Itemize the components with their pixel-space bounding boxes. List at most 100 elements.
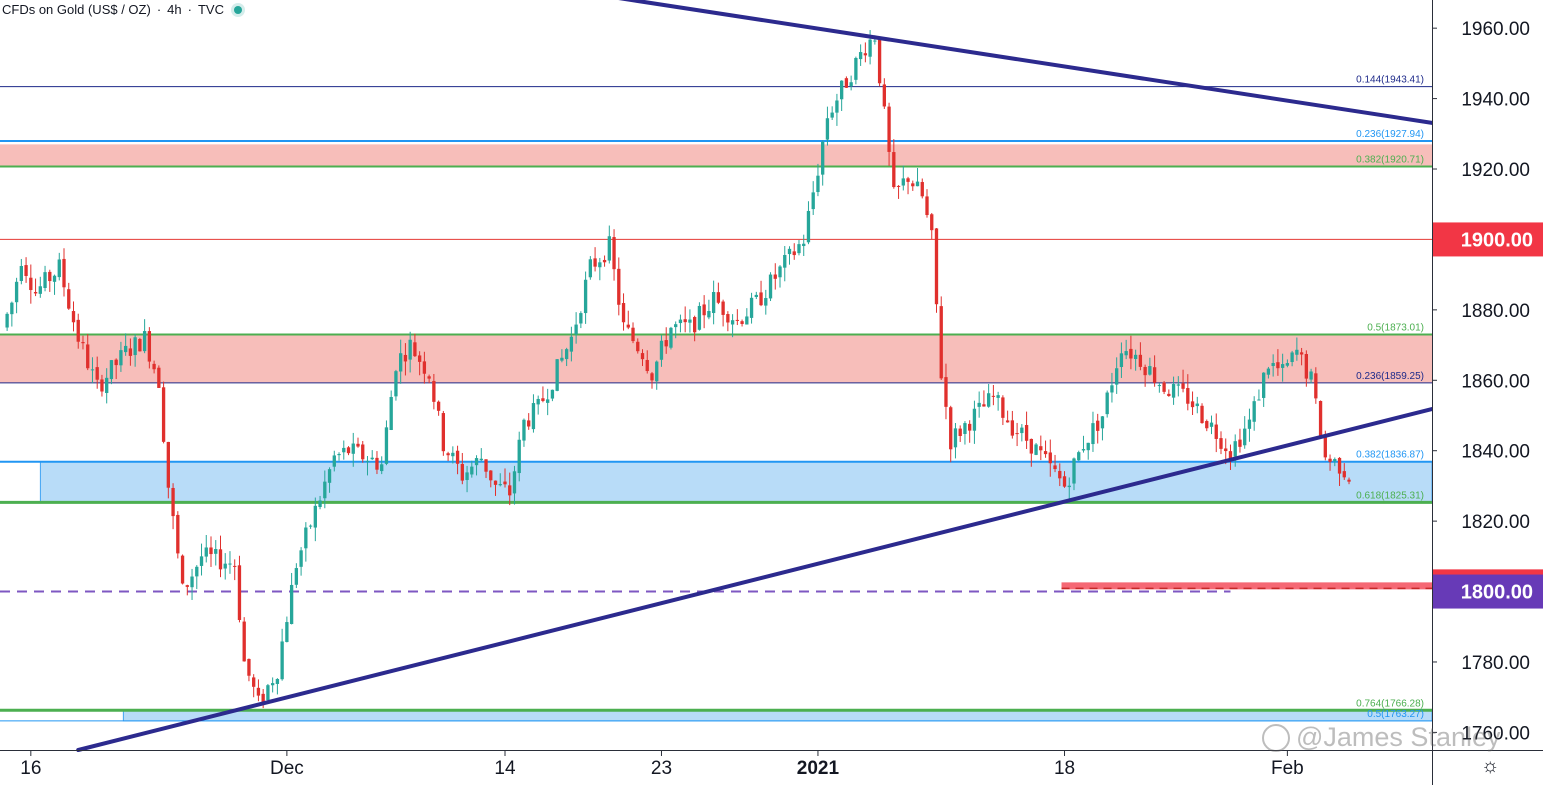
candle — [446, 451, 450, 462]
candle — [949, 405, 953, 463]
candle — [821, 140, 825, 186]
candle — [455, 445, 460, 475]
candle — [214, 540, 218, 566]
candle — [337, 452, 341, 461]
market-status-icon — [233, 5, 242, 14]
candle — [242, 617, 246, 662]
candle — [640, 349, 645, 367]
candle — [10, 301, 14, 327]
candle — [29, 264, 33, 304]
candle — [252, 674, 256, 698]
candle — [631, 322, 635, 344]
candle — [972, 400, 977, 444]
fib-level-label: 0.236(1859.25) — [1356, 371, 1424, 382]
candle — [394, 369, 398, 401]
candle — [413, 333, 417, 358]
candle — [1115, 357, 1119, 394]
candle — [361, 440, 365, 463]
candle — [602, 255, 607, 267]
price-tick-label: 1780.00 — [1461, 653, 1530, 674]
candle — [1148, 357, 1152, 376]
candle — [460, 452, 464, 485]
candle — [579, 311, 583, 329]
candle — [403, 343, 408, 376]
candle — [901, 165, 905, 191]
price-tick-label: 1960.00 — [1461, 19, 1530, 40]
fib-level-label: 0.382(1836.87) — [1356, 450, 1424, 461]
price-axis[interactable]: 1760.00 1780.00 1800.00 1820.00 1840.00 1860.… — [1432, 0, 1543, 785]
candle — [953, 422, 958, 459]
price-zones — [0, 144, 1433, 722]
candle — [52, 274, 57, 295]
candle — [498, 473, 502, 487]
candle — [1039, 435, 1043, 461]
candle — [1124, 339, 1128, 360]
gear-icon[interactable]: ☼ — [1481, 755, 1500, 777]
candle — [1200, 403, 1204, 424]
candle — [95, 356, 99, 389]
candle — [1176, 376, 1180, 397]
candle — [356, 437, 360, 448]
candle — [806, 201, 811, 245]
candle — [877, 39, 882, 87]
candle — [1337, 457, 1342, 486]
candle — [493, 480, 498, 496]
candle — [939, 296, 943, 380]
candle — [318, 495, 322, 510]
ascending-trendline[interactable] — [76, 406, 1437, 752]
price-tick-label: 1840.00 — [1461, 442, 1530, 463]
candle — [1067, 477, 1071, 499]
watermark-logo-icon — [1262, 723, 1290, 752]
candle — [1010, 410, 1015, 439]
resistance-zone-upper — [0, 144, 1432, 167]
candle — [1138, 342, 1143, 371]
time-axis[interactable]: 16 Dec 14 23 2021 18 Feb — [0, 750, 1543, 779]
candle — [621, 293, 626, 331]
candle — [1214, 413, 1218, 453]
candle — [858, 44, 863, 66]
candle — [384, 420, 389, 466]
fib-level-label: 0.618(1825.31) — [1356, 490, 1424, 501]
source-label: TVC — [197, 2, 224, 17]
candle — [1304, 350, 1309, 387]
candle — [109, 359, 114, 385]
candle — [1072, 457, 1076, 491]
price-tag-label: 1900.00 — [1461, 229, 1533, 251]
candle — [48, 269, 52, 292]
candle — [166, 441, 170, 499]
candle — [432, 373, 436, 410]
candle — [754, 291, 758, 300]
candle — [1157, 383, 1162, 393]
candle — [802, 234, 806, 257]
candle — [1100, 416, 1105, 441]
candle — [669, 326, 673, 350]
candle — [1342, 463, 1346, 480]
candle — [702, 295, 706, 329]
support-zone-lower — [122, 709, 1433, 722]
candle — [14, 277, 19, 314]
candle — [67, 282, 71, 310]
candle — [218, 535, 223, 578]
candle — [550, 389, 555, 402]
candle — [1133, 349, 1138, 371]
candle — [323, 470, 327, 509]
candle — [844, 76, 849, 89]
candle — [441, 410, 446, 456]
candle — [308, 524, 313, 529]
candle — [1190, 391, 1195, 416]
candle — [1001, 395, 1005, 426]
candle — [1243, 416, 1247, 449]
candle — [996, 391, 1000, 411]
candle — [451, 446, 455, 464]
candle — [626, 310, 630, 330]
time-tick-label: Dec — [270, 758, 304, 779]
symbol-legend: CFDs on Gold (US$ / OZ) · 4h · TVC — [2, 2, 242, 17]
candle — [588, 256, 593, 280]
candle — [408, 331, 412, 373]
descending-trendline[interactable] — [586, 0, 1437, 126]
candle — [1020, 424, 1024, 442]
candle — [76, 313, 80, 349]
candle — [1005, 410, 1010, 423]
candle — [1209, 415, 1214, 435]
